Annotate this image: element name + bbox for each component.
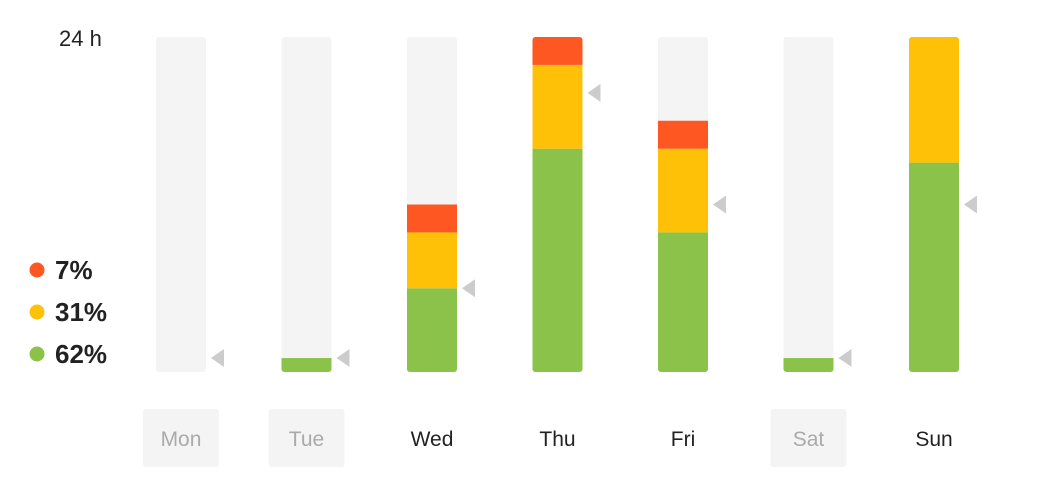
legend-item-0: 7% [29, 255, 93, 285]
legend-item-1: 31% [29, 297, 107, 327]
bar-wed [407, 37, 475, 372]
legend: 7% 31% 62% [29, 255, 107, 369]
legend-label: 7% [55, 255, 93, 285]
bar-fri [658, 37, 726, 372]
bar-marker-wed [462, 279, 475, 298]
bar-sat [783, 37, 852, 372]
legend-dot-icon [29, 346, 45, 362]
bar-segment-sat-0 [783, 358, 834, 372]
y-axis-max-label: 24 h [59, 26, 102, 51]
bar-sun [909, 37, 977, 372]
legend-label: 31% [55, 297, 107, 327]
bar-marker-fri [713, 195, 726, 214]
bar-marker-tue [336, 349, 350, 368]
bar-marker-mon [211, 349, 224, 368]
day-label-mon: Mon [161, 428, 202, 451]
day-label-thu: Thu [539, 428, 575, 451]
bar-segment-fri-1 [658, 148, 708, 233]
bar-segment-thu-1 [532, 64, 583, 149]
day-labels-group: Mon Tue Wed Thu Fri Sat Sun [143, 409, 953, 467]
day-label-sun: Sun [915, 428, 952, 451]
legend-dot-icon [29, 304, 45, 320]
bar-mon [156, 37, 224, 372]
day-label-wed: Wed [411, 428, 454, 451]
bar-tue [281, 37, 350, 372]
bar-segment-thu-0 [532, 148, 583, 372]
legend-item-2: 62% [29, 339, 107, 369]
bar-marker-thu [587, 83, 601, 102]
bar-marker-sun [964, 195, 977, 214]
bar-track-sat [783, 37, 834, 372]
bar-body-sun [909, 37, 959, 372]
bar-thu [532, 37, 601, 372]
day-chip-mon [143, 409, 219, 467]
bar-segment-thu-2 [532, 37, 583, 65]
bar-segment-wed-2 [407, 204, 457, 233]
day-label-sat: Sat [793, 428, 825, 451]
day-chip-tue [268, 409, 345, 467]
bar-marker-sat [838, 349, 852, 368]
bar-body-thu [532, 37, 583, 372]
bar-body-sat [783, 37, 834, 372]
bar-body-tue [281, 37, 332, 372]
day-chip-sat [770, 409, 847, 467]
bar-segment-sun-0 [909, 162, 959, 372]
bars-group [156, 37, 977, 372]
bar-segment-tue-0 [281, 358, 332, 372]
bar-track-tue [281, 37, 332, 372]
bar-body-fri [658, 37, 708, 372]
bar-segment-sun-1 [909, 37, 959, 163]
legend-dot-icon [29, 262, 45, 278]
bar-body-mon [156, 37, 206, 372]
bar-segment-fri-0 [658, 232, 708, 372]
day-label-tue: Tue [289, 428, 324, 451]
bar-segment-fri-2 [658, 120, 708, 149]
legend-label: 62% [55, 339, 107, 369]
bar-segment-wed-1 [407, 232, 457, 289]
bar-segment-wed-0 [407, 288, 457, 372]
bar-track-mon [156, 37, 206, 372]
bar-body-wed [407, 37, 457, 372]
day-label-fri: Fri [671, 428, 696, 451]
